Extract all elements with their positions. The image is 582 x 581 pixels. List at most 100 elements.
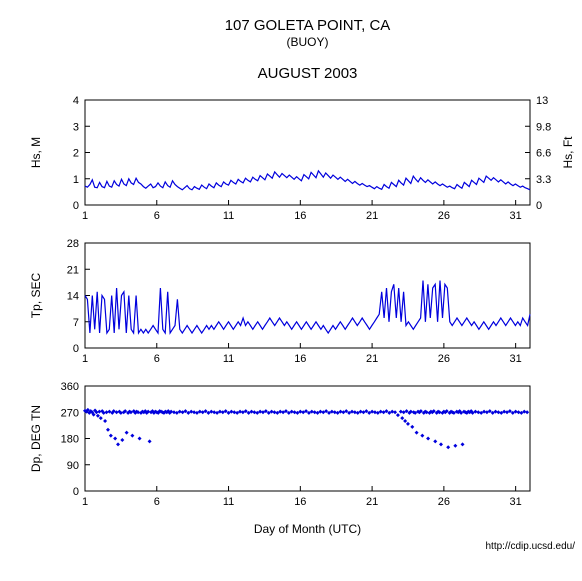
scatter-point [353,410,357,414]
scatter-point [403,419,407,423]
scatter-point [113,437,117,441]
scatter-point [232,410,236,414]
ylabel-left: Tp, SEC [29,273,43,319]
ytick-right-label: 13 [536,95,548,107]
panel-frame [85,100,530,205]
scatter-point [525,410,529,414]
ytick-label: 14 [67,291,79,303]
xtick-label: 26 [438,210,450,222]
ytick-label: 2 [73,148,79,160]
ytick-label: 270 [61,407,79,419]
ytick-right-label: 6.6 [536,148,551,160]
scatter-point [103,419,107,423]
xtick-label: 21 [366,353,378,365]
scatter-point [293,410,297,414]
scatter-point [453,444,457,448]
scatter-point [476,410,480,414]
scatter-point [446,445,450,449]
chart-container: 107 GOLETA POINT, CA(BUOY)AUGUST 2003012… [0,0,582,581]
xtick-label: 16 [294,353,306,365]
scatter-point [396,413,400,417]
scatter-point [106,428,110,432]
footer-url: http://cdip.ucsd.edu/ [485,541,575,552]
scatter-point [496,410,500,414]
data-line [85,171,530,190]
scatter-point [192,410,196,414]
xtick-label: 16 [294,210,306,222]
scatter-point [406,422,410,426]
scatter-point [399,410,403,414]
scatter-point [96,414,100,418]
xtick-label: 6 [154,210,160,222]
scatter-point [333,410,337,414]
ytick-label: 4 [73,95,79,107]
scatter-point [517,410,521,414]
xtick-label: 16 [294,496,306,508]
scatter-point [97,410,101,414]
ytick-label: 21 [67,264,79,276]
xtick-label: 1 [82,210,88,222]
ytick-label: 180 [61,434,79,446]
ytick-label: 0 [73,343,79,355]
scatter-point [99,416,103,420]
xtick-label: 11 [223,496,234,508]
xtick-label: 1 [82,353,88,365]
ytick-label: 3 [73,121,79,133]
scatter-point [420,434,424,438]
panel-frame [85,386,530,491]
ytick-label: 1 [73,174,79,186]
scatter-point [313,410,317,414]
scatter-point [105,410,109,414]
scatter-point [130,434,134,438]
xtick-label: 1 [82,496,88,508]
xlabel: Day of Month (UTC) [254,522,361,536]
xtick-label: 21 [366,496,378,508]
xtick-label: 26 [438,353,450,365]
title: 107 GOLETA POINT, CA [225,17,391,34]
xtick-label: 21 [366,210,378,222]
xtick-label: 11 [223,353,234,365]
date-title: AUGUST 2003 [258,65,358,82]
chart-svg: 107 GOLETA POINT, CA(BUOY)AUGUST 2003012… [0,0,582,581]
scatter-point [433,439,437,443]
xtick-label: 31 [510,353,522,365]
scatter-point [400,416,404,420]
ytick-right-label: 9.8 [536,121,551,133]
ylabel-right: Hs, Ft [561,136,575,169]
ytick-label: 7 [73,317,79,329]
scatter-point [393,410,397,414]
scatter-point [272,410,276,414]
scatter-point [461,442,465,446]
scatter-point [373,410,377,414]
xtick-label: 26 [438,496,450,508]
xtick-label: 11 [223,210,234,222]
scatter-point [212,410,216,414]
scatter-point [252,410,256,414]
xtick-label: 6 [154,353,160,365]
scatter-point [172,410,176,414]
ytick-label: 0 [73,486,79,498]
scatter-point [415,431,419,435]
ytick-label: 28 [67,238,79,250]
ylabel-left: Dp, DEG TN [29,405,43,472]
ytick-right-label: 3.3 [536,174,551,186]
scatter-point [116,442,120,446]
panel-frame [85,243,530,348]
scatter-point [439,442,443,446]
scatter-point [426,437,430,441]
ylabel-left: Hs, M [29,137,43,168]
scatter-point [138,437,142,441]
scatter-point [148,439,152,443]
scatter-point [410,425,414,429]
xtick-label: 31 [510,496,522,508]
ytick-label: 90 [67,460,79,472]
scatter-group [83,408,529,449]
xtick-label: 6 [154,496,160,508]
subtitle: (BUOY) [287,35,329,49]
xtick-label: 31 [510,210,522,222]
ytick-label: 0 [73,200,79,212]
scatter-point [125,431,129,435]
ytick-label: 360 [61,381,79,393]
scatter-point [109,434,113,438]
ytick-right-label: 0 [536,200,542,212]
